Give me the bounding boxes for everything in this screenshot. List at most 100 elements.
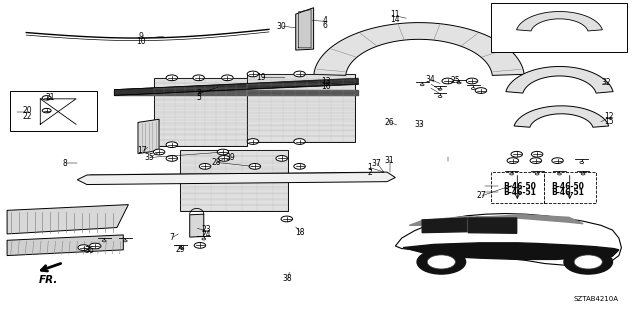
Text: 16: 16 — [321, 82, 331, 91]
Text: 21: 21 — [45, 93, 55, 102]
Text: 18: 18 — [295, 228, 304, 237]
Circle shape — [166, 75, 177, 81]
Text: 11: 11 — [390, 10, 400, 19]
Text: SZTAB4210A: SZTAB4210A — [573, 296, 618, 301]
Circle shape — [90, 243, 101, 249]
Text: FR.: FR. — [39, 275, 58, 285]
Circle shape — [194, 243, 205, 248]
Circle shape — [428, 255, 456, 269]
Text: 23: 23 — [202, 225, 211, 234]
Circle shape — [475, 88, 486, 93]
Circle shape — [217, 149, 228, 155]
Circle shape — [249, 164, 260, 169]
Circle shape — [247, 139, 259, 144]
FancyBboxPatch shape — [490, 3, 627, 52]
Text: B-46-51: B-46-51 — [503, 188, 536, 197]
Polygon shape — [7, 204, 129, 234]
Circle shape — [438, 96, 442, 98]
Polygon shape — [7, 235, 124, 256]
Circle shape — [202, 238, 205, 240]
Circle shape — [581, 173, 585, 175]
Circle shape — [294, 139, 305, 144]
Text: 15: 15 — [604, 116, 614, 126]
Circle shape — [535, 173, 539, 175]
Circle shape — [221, 75, 233, 81]
Text: 37: 37 — [371, 159, 381, 168]
Polygon shape — [506, 67, 613, 93]
Text: 5: 5 — [196, 93, 201, 102]
Circle shape — [166, 142, 177, 148]
Polygon shape — [179, 150, 288, 211]
Text: 17: 17 — [138, 146, 147, 155]
Circle shape — [179, 247, 182, 249]
Polygon shape — [516, 12, 602, 31]
Circle shape — [420, 84, 424, 86]
Circle shape — [471, 88, 475, 90]
Circle shape — [124, 240, 127, 242]
Text: 34: 34 — [425, 75, 435, 84]
Text: 19: 19 — [257, 73, 266, 82]
Text: B-46-51: B-46-51 — [551, 188, 584, 197]
Text: 9: 9 — [139, 32, 143, 41]
Text: 30: 30 — [277, 22, 287, 31]
Polygon shape — [246, 74, 355, 141]
Text: 2: 2 — [367, 168, 372, 177]
FancyBboxPatch shape — [10, 91, 97, 131]
Text: 24: 24 — [202, 230, 211, 239]
Circle shape — [552, 158, 563, 164]
Circle shape — [530, 158, 541, 164]
Circle shape — [531, 151, 543, 157]
Circle shape — [247, 71, 259, 77]
Circle shape — [458, 82, 461, 84]
Circle shape — [442, 78, 454, 84]
Circle shape — [507, 158, 518, 164]
Text: 26: 26 — [384, 118, 394, 127]
Text: 12: 12 — [604, 112, 613, 121]
Polygon shape — [514, 106, 609, 127]
Polygon shape — [115, 79, 358, 95]
Text: 10: 10 — [136, 37, 146, 46]
Text: 25: 25 — [451, 76, 460, 85]
Text: 31: 31 — [384, 156, 394, 164]
Text: B-46-50: B-46-50 — [503, 182, 536, 191]
Circle shape — [218, 156, 230, 161]
Polygon shape — [468, 218, 516, 233]
Circle shape — [467, 78, 477, 84]
Text: 14: 14 — [390, 15, 400, 24]
Text: 6: 6 — [323, 21, 328, 30]
Text: 3: 3 — [196, 89, 201, 98]
Circle shape — [557, 173, 561, 175]
FancyBboxPatch shape — [491, 172, 543, 203]
Circle shape — [154, 149, 165, 155]
Circle shape — [438, 88, 442, 90]
Text: B-46-50: B-46-50 — [551, 182, 584, 191]
Polygon shape — [189, 214, 204, 237]
Circle shape — [574, 255, 602, 269]
Text: 7: 7 — [170, 233, 174, 242]
Text: 27: 27 — [476, 191, 486, 200]
Text: 28: 28 — [212, 158, 221, 167]
Circle shape — [42, 108, 51, 113]
FancyBboxPatch shape — [543, 172, 596, 203]
Text: 20: 20 — [22, 106, 33, 115]
Text: 38: 38 — [282, 274, 292, 283]
Polygon shape — [138, 119, 159, 154]
Text: 33: 33 — [414, 120, 424, 130]
Polygon shape — [77, 172, 396, 185]
Text: 29: 29 — [176, 245, 186, 254]
Polygon shape — [314, 23, 524, 76]
Text: 22: 22 — [23, 112, 32, 121]
Polygon shape — [154, 78, 246, 146]
Circle shape — [78, 245, 90, 251]
Text: 39: 39 — [226, 153, 236, 162]
Polygon shape — [296, 8, 314, 50]
Text: 32: 32 — [602, 78, 611, 87]
Polygon shape — [403, 243, 619, 260]
Circle shape — [580, 162, 584, 164]
Circle shape — [511, 151, 522, 157]
Circle shape — [564, 250, 612, 274]
Circle shape — [509, 173, 513, 175]
Circle shape — [42, 96, 51, 100]
Polygon shape — [422, 218, 467, 233]
Text: 1: 1 — [367, 163, 372, 172]
